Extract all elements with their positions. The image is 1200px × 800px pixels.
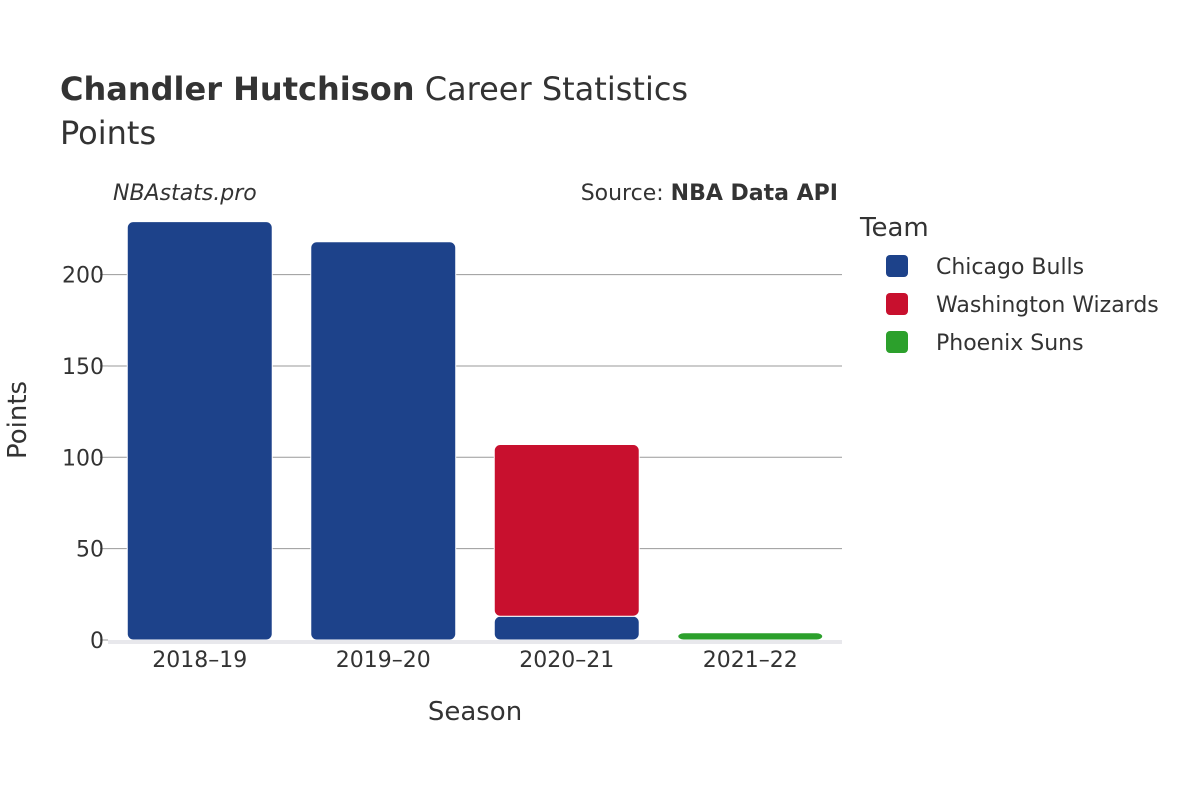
- legend-swatch: [886, 255, 908, 277]
- x-tick-label: 2018–19: [152, 648, 247, 673]
- legend-swatch: [886, 293, 908, 315]
- watermark: NBAstats.pro: [113, 181, 257, 206]
- bars: [126, 221, 824, 641]
- bar-washington-wizards-2: [493, 444, 640, 617]
- bar-chicago-bulls-0: [126, 221, 273, 641]
- y-tick-label: 150: [62, 355, 104, 380]
- source-note: Source: NBA Data API: [581, 181, 838, 206]
- legend-label: Washington Wizards: [936, 293, 1159, 318]
- legend-label: Chicago Bulls: [936, 255, 1084, 280]
- legend-label: Phoenix Suns: [936, 331, 1084, 356]
- x-tick-label: 2019–20: [336, 648, 431, 673]
- y-axis-title: Points: [3, 381, 33, 459]
- legend-swatch: [886, 331, 908, 353]
- legend: Chicago Bulls Washington Wizards Phoenix S…: [886, 255, 1159, 356]
- y-tick-label: 0: [90, 629, 104, 654]
- x-axis-baseline: [108, 640, 842, 644]
- y-tick-label: 200: [62, 264, 104, 289]
- bar-chicago-bulls-1: [310, 241, 457, 641]
- legend-title: Team: [859, 213, 929, 243]
- y-axis-ticks: 0 50 100 150 200: [62, 264, 108, 654]
- source-label: Source:: [581, 181, 671, 206]
- title-rest: Career Statistics: [415, 70, 689, 108]
- y-tick-label: 50: [76, 538, 104, 563]
- y-tick-label: 100: [62, 446, 104, 471]
- x-axis-ticks: 2018–19 2019–20 2020–21 2021–22: [152, 648, 797, 673]
- bar-chicago-bulls-2: [493, 615, 640, 641]
- chart-subtitle: Points: [60, 114, 156, 152]
- x-axis-title: Season: [428, 697, 522, 727]
- x-tick-label: 2021–22: [703, 648, 798, 673]
- chart-title: Chandler Hutchison Career Statistics: [60, 70, 688, 108]
- source-value: NBA Data API: [671, 181, 838, 206]
- title-player-name: Chandler Hutchison: [60, 70, 415, 108]
- bar-phoenix-suns-3: [677, 632, 824, 641]
- x-tick-label: 2020–21: [519, 648, 614, 673]
